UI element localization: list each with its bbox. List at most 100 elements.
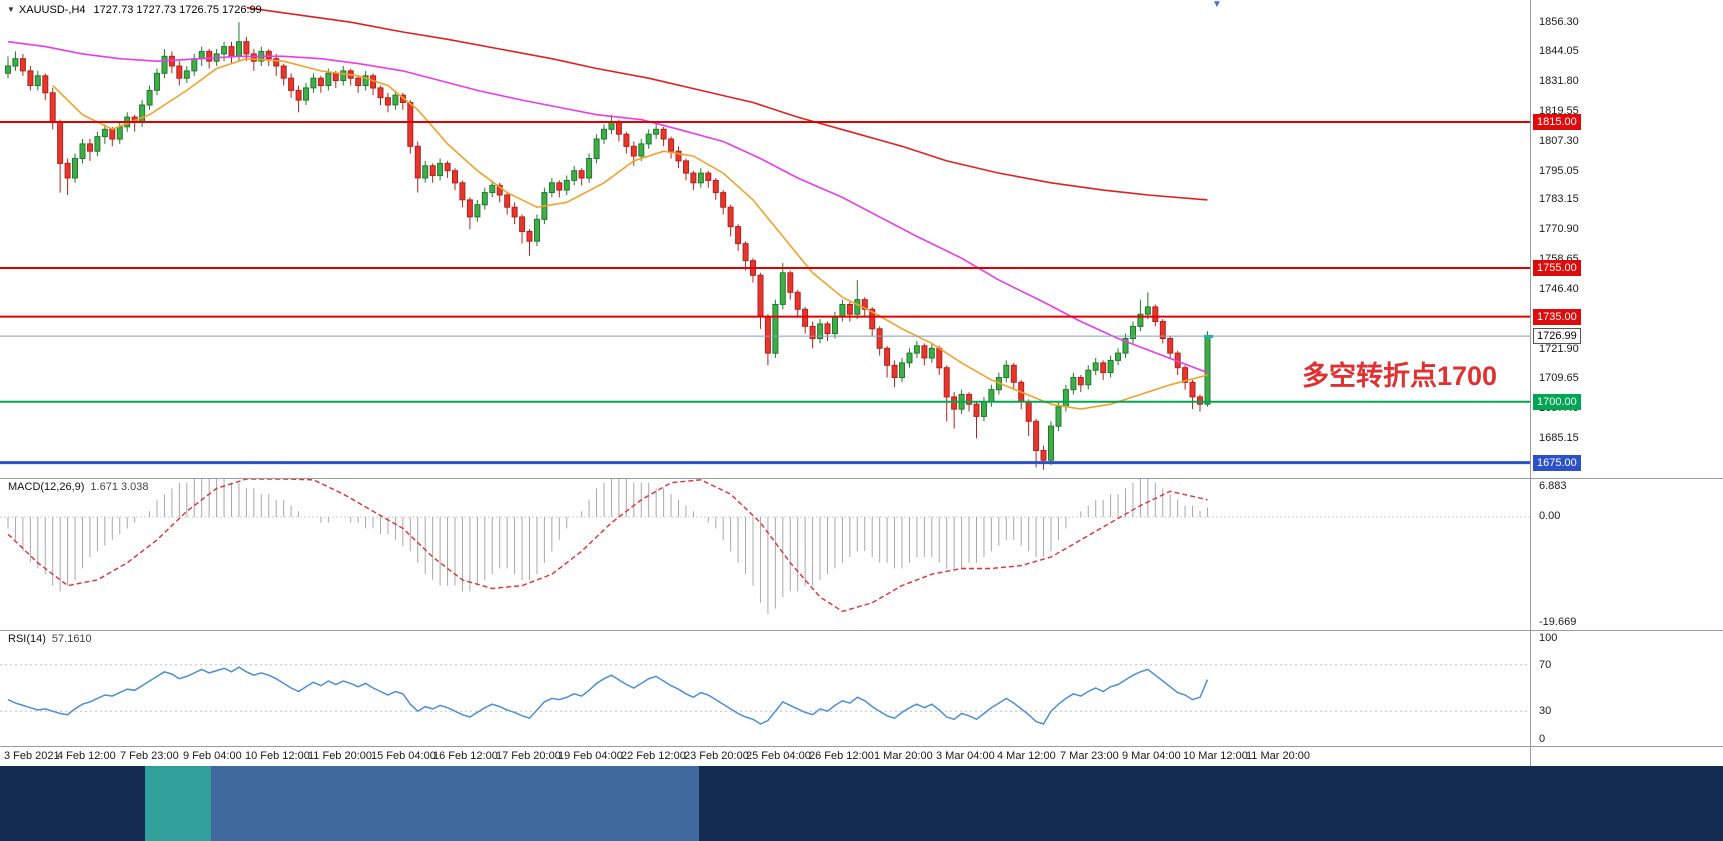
candle-body [481, 192, 488, 206]
candle [742, 241, 749, 271]
candle [49, 87, 56, 130]
price-chart[interactable] [0, 0, 1723, 766]
candle-body [764, 316, 771, 354]
candle [280, 63, 287, 86]
candle [951, 392, 958, 429]
candle [1003, 360, 1010, 383]
candle [534, 214, 540, 247]
candle-body [817, 323, 824, 339]
candle-body [653, 128, 660, 135]
candle [72, 153, 78, 183]
candle-body [1189, 381, 1196, 398]
candle [906, 348, 913, 368]
candle-body [720, 192, 727, 208]
candle-body [429, 165, 436, 177]
candle-body [623, 133, 630, 147]
candle [913, 341, 920, 358]
candle-body [921, 345, 928, 359]
candle [414, 141, 421, 193]
candle-body [236, 41, 242, 57]
candle-body [1144, 306, 1151, 315]
candle [504, 192, 511, 215]
candle-body [526, 231, 533, 242]
candle [444, 160, 451, 178]
candle [1077, 375, 1084, 393]
ma-fast-line [52, 57, 1208, 410]
candle [794, 289, 801, 317]
candle [198, 46, 205, 66]
candle [496, 182, 503, 203]
candle [839, 299, 846, 322]
candle [526, 229, 533, 256]
candle-body [57, 121, 64, 164]
candle [347, 68, 354, 86]
candle [712, 178, 719, 200]
candle [556, 180, 563, 198]
candle-body [1107, 359, 1114, 374]
candle [846, 302, 853, 322]
candle-body [183, 70, 190, 79]
candle-body [444, 162, 451, 172]
candle-body [1070, 377, 1077, 391]
candle-body [928, 347, 935, 359]
candle-body [332, 72, 339, 82]
candle-body [340, 70, 347, 82]
candle [459, 180, 466, 208]
candle [1025, 399, 1032, 436]
candle-body [861, 299, 868, 310]
candle-body [19, 58, 26, 72]
candle-body [645, 133, 652, 145]
candle-body [243, 41, 250, 55]
candle-body [638, 143, 645, 157]
candle-body [295, 89, 302, 101]
candle-body [1062, 389, 1069, 408]
candle-body [310, 77, 317, 89]
candle-body [303, 87, 309, 101]
candle-body [690, 172, 697, 184]
candle [466, 197, 473, 230]
candle-body [504, 194, 511, 208]
candle [27, 66, 34, 91]
candle [1152, 304, 1159, 327]
candle-body [392, 94, 399, 106]
candle [928, 343, 935, 363]
candle [481, 187, 488, 210]
candle-body [772, 304, 779, 354]
candle [824, 321, 831, 341]
candle [161, 49, 168, 79]
candle-body [1130, 325, 1136, 340]
candle [429, 163, 436, 183]
candle-body [660, 128, 667, 140]
candle-body [1055, 406, 1062, 427]
candle-body [779, 272, 786, 305]
ma-mid-line [7, 40, 1208, 374]
candle [608, 114, 615, 135]
candle-body [913, 345, 920, 354]
candle [87, 139, 93, 161]
candle [645, 129, 652, 149]
candle [563, 175, 570, 195]
candle [809, 321, 816, 349]
candle [57, 119, 64, 193]
candle-body [951, 396, 958, 410]
candle [168, 51, 175, 74]
candle [146, 85, 153, 110]
candle [1204, 331, 1211, 407]
candle [243, 36, 250, 62]
candle-body [884, 347, 891, 366]
candle [690, 170, 697, 191]
candle-body [1033, 420, 1040, 451]
candle [183, 66, 190, 84]
candle-body [869, 308, 876, 330]
candle-body [630, 145, 637, 157]
candle [861, 297, 868, 317]
candle-body [489, 184, 496, 194]
candle-body [1048, 425, 1054, 461]
candle [1174, 350, 1181, 375]
candle-body [705, 172, 712, 181]
candle [288, 73, 295, 98]
candle-body [519, 216, 526, 232]
candle [310, 73, 317, 93]
candle-body [1115, 352, 1121, 361]
candle [1018, 379, 1025, 410]
